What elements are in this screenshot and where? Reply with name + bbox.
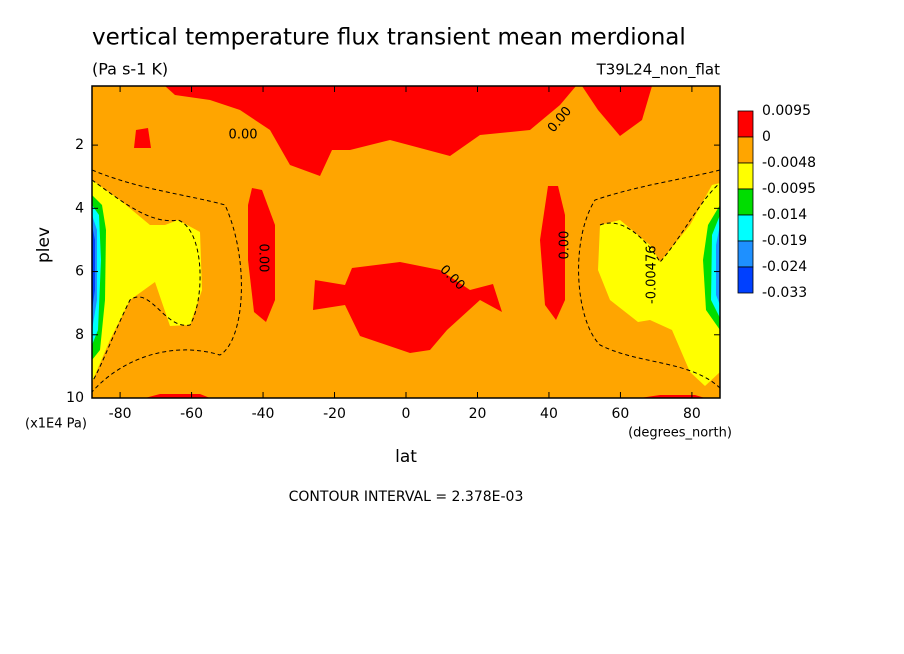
- contour-region: [582, 86, 652, 136]
- chart-title: vertical temperature flux transient mean…: [92, 25, 686, 51]
- colorbar-box: [737, 266, 754, 294]
- contour-label: -0.00476: [644, 245, 659, 303]
- colorbar-box: [737, 240, 754, 268]
- contour-line: [92, 179, 201, 383]
- x-tick-label: -40: [252, 406, 275, 422]
- contour-region: [716, 225, 720, 305]
- contour-line: [92, 169, 242, 393]
- y-axis-label: plev: [34, 227, 54, 263]
- colorbar-label: -0.019: [762, 233, 807, 249]
- x-axis-label: lat: [395, 447, 417, 467]
- colorbar-box: [737, 162, 754, 190]
- y-units-label: (x1E4 Pa): [25, 417, 87, 432]
- y-tick-label: 4: [75, 200, 84, 216]
- y-tick-label: 10: [66, 390, 84, 406]
- plot-area: [92, 86, 720, 398]
- contour-line: [599, 182, 720, 263]
- contour-region: [540, 186, 565, 320]
- contour-label: 0.00: [229, 127, 258, 142]
- contour-region: [92, 180, 202, 382]
- contour-region: [313, 262, 502, 353]
- colorbar-label: -0.014: [762, 207, 807, 223]
- x-tick-label: 40: [540, 406, 558, 422]
- colorbar-box: [737, 136, 754, 164]
- x-tick-label: 20: [469, 406, 487, 422]
- x-tick-label: 0: [402, 406, 411, 422]
- x-tick-label: 80: [683, 406, 701, 422]
- colorbar-box: [737, 214, 754, 242]
- y-tick-label: 6: [75, 264, 84, 280]
- x-tick-label: -80: [109, 406, 132, 422]
- dataset-label: T39L24_non_flat: [596, 61, 721, 80]
- colorbar-label: 0: [762, 129, 771, 145]
- x-tick-label: -60: [180, 406, 203, 422]
- contour-region: [165, 86, 576, 176]
- colorbar-label: -0.033: [762, 285, 807, 301]
- colorbar-label: -0.0048: [762, 155, 816, 171]
- contour-region: [134, 128, 151, 148]
- colorbar-label: -0.0095: [762, 181, 816, 197]
- colorbar-box: [737, 188, 754, 216]
- contour-line: [578, 169, 720, 389]
- contour-label: 0.00: [256, 243, 271, 272]
- x-tick-label: 60: [612, 406, 630, 422]
- units-label: (Pa s-1 K): [92, 60, 168, 79]
- y-tick-label: 2: [75, 137, 84, 153]
- contour-field: [92, 86, 720, 398]
- x-tick-label: -20: [323, 406, 346, 422]
- colorbar-label: 0.0095: [762, 103, 811, 119]
- contour-region: [145, 394, 210, 398]
- colorbar-box: [737, 110, 754, 138]
- y-tick-label: 8: [75, 327, 84, 343]
- colorbar-label: -0.024: [762, 259, 807, 275]
- contour-region: [248, 188, 275, 322]
- x-units-label: (degrees_north): [628, 426, 732, 441]
- contour-interval: CONTOUR INTERVAL = 2.378E-03: [289, 489, 524, 505]
- contour-region: [598, 183, 720, 386]
- contour-label: 0.00: [558, 231, 573, 260]
